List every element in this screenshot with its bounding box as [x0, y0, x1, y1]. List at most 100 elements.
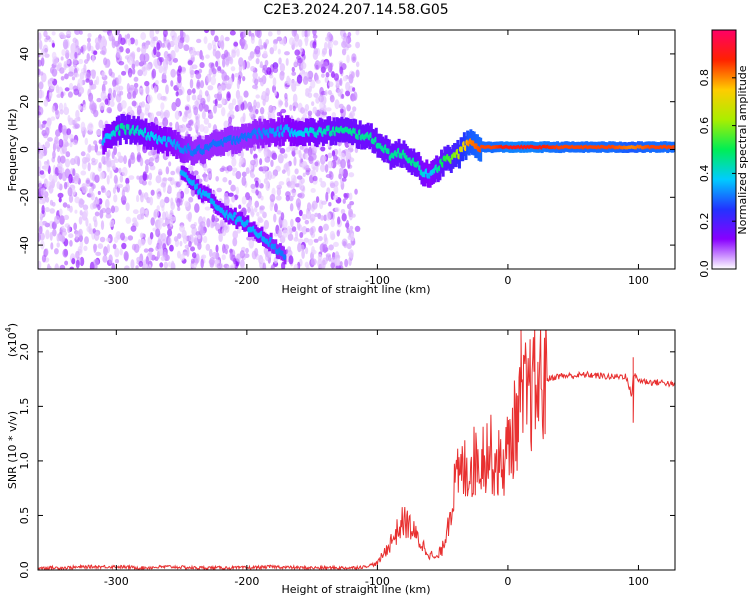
spectrogram-noise-cell	[254, 78, 259, 86]
spectrogram-noise-cell	[78, 58, 84, 65]
spectrogram-noise-cell	[216, 263, 223, 269]
spectrogram-noise-cell	[232, 171, 236, 177]
spectrogram-noise-cell	[199, 80, 205, 89]
spectrogram-noise-cell	[299, 145, 304, 150]
spectrogram-noise-cell	[38, 182, 43, 189]
spectrogram-noise-cell	[73, 88, 80, 96]
colorbar-tick-label: 0.6	[698, 117, 711, 135]
spectrogram-noise-cell	[57, 62, 62, 69]
spectrogram-noise-cell	[53, 139, 58, 150]
spectrogram-noise-cell	[113, 205, 119, 213]
spectrogram-noise-cell	[183, 44, 190, 52]
spectrogram-noise-cell	[129, 155, 136, 165]
spectrogram-noise-cell	[100, 185, 106, 191]
spectrogram-noise-cell	[51, 42, 55, 48]
spectrogram-noise-cell	[277, 48, 281, 55]
spectrogram-noise-cell	[117, 36, 121, 45]
spectrogram-noise-cell	[165, 166, 170, 175]
spectrogram-noise-cell	[221, 97, 225, 106]
spectrogram-noise-cell	[72, 139, 78, 146]
spectrogram-noise-cell	[125, 183, 130, 193]
spectrogram-noise-cell	[60, 56, 64, 61]
spectrogram-noise-cell	[301, 30, 305, 38]
spectrogram-noise-cell	[65, 52, 70, 59]
spectrogram-noise-cell	[307, 76, 313, 83]
y-tick-label: 0	[18, 146, 31, 153]
spectrogram-noise-cell	[328, 46, 332, 57]
spectrogram-noise-cell	[51, 201, 56, 207]
spectrogram-noise-cell	[267, 170, 273, 181]
spectrogram-noise-cell	[45, 196, 50, 203]
spectrogram-noise-cell	[135, 265, 139, 269]
spectrogram-noise-cell	[245, 167, 250, 174]
spectrogram-noise-cell	[103, 57, 108, 66]
spectrogram-noise-cell	[326, 212, 331, 221]
spectrogram-noise-cell	[286, 180, 292, 188]
spectrogram-noise-cell	[295, 198, 302, 208]
spectrogram-noise-cell	[242, 30, 247, 38]
spectrogram-noise-cell	[178, 43, 184, 49]
spectrogram-noise-cell	[111, 151, 115, 160]
spectrogram-noise-cell	[155, 228, 161, 238]
spectrogram-noise-cell	[269, 194, 276, 203]
spectrogram-noise-cell	[259, 106, 265, 115]
spectrogram-noise-cell	[190, 258, 195, 264]
spectrogram-noise-cell	[57, 155, 62, 164]
spectrogram-noise-cell	[174, 110, 180, 120]
spectrogram-noise-cell	[170, 216, 176, 222]
spectrogram-noise-cell	[248, 55, 253, 61]
spectrogram-noise-cell	[119, 37, 126, 45]
spectrogram-noise-cell	[340, 158, 346, 169]
spectrogram-noise-cell	[338, 173, 342, 180]
spectrogram-noise-cell	[61, 124, 67, 135]
spectrogram-noise-cell	[225, 58, 230, 66]
spectrogram-noise-cell	[41, 220, 48, 226]
spectrogram-noise-cell	[226, 265, 230, 269]
spectrogram-noise-cell	[132, 217, 137, 224]
spectrogram-noise-cell	[247, 201, 252, 206]
spectrogram-noise-cell	[189, 78, 194, 89]
spectrogram-noise-cell	[133, 82, 139, 89]
x-tick-label: 0	[504, 575, 511, 588]
spectrogram-noise-cell	[147, 264, 152, 269]
spectrogram-noise-cell	[312, 41, 317, 49]
spectrogram-noise-cell	[48, 174, 53, 182]
spectrogram-noise-cell	[322, 155, 327, 162]
spectrogram-noise-cell	[130, 225, 137, 232]
spectrogram-noise-cell	[113, 156, 117, 162]
spectrogram-noise-cell	[239, 259, 245, 269]
spectrogram-noise-cell	[40, 57, 45, 67]
spectrogram-noise-cell	[241, 176, 247, 187]
spectrogram-noise-cell	[73, 59, 78, 65]
spectrogram-noise-cell	[91, 157, 96, 163]
spectrogram-noise-cell	[112, 243, 117, 250]
spectrogram-noise-cell	[327, 152, 333, 159]
spectrogram-noise-cell	[88, 223, 92, 233]
colorbar-tick-label: 0.4	[698, 165, 711, 183]
spectrogram-noise-cell	[242, 60, 246, 71]
spectrogram-noise-cell	[350, 71, 355, 79]
spectrogram-noise-cell	[324, 77, 329, 84]
spectrogram-noise-cell	[217, 228, 222, 234]
spectrogram-noise-cell	[312, 175, 318, 182]
spectrogram-noise-cell	[45, 35, 51, 40]
spectrogram-noise-cell	[272, 169, 279, 177]
spectrogram-noise-cell	[242, 76, 246, 82]
spectrogram-noise-cell	[207, 173, 212, 178]
spectrogram-x-ticks: -300 -200 -100 0 100	[104, 30, 649, 287]
spectrogram-noise-cell	[72, 37, 78, 44]
spectrogram-noise-cell	[158, 168, 163, 176]
spectrogram-noise-cell	[59, 67, 65, 74]
spectrogram-noise-cell	[213, 93, 220, 99]
spectrogram-noise-cell	[104, 198, 110, 209]
spectrogram-noise-cell	[74, 123, 80, 129]
spectrogram-noise-cell	[341, 93, 345, 99]
spectrogram-noise-cell	[40, 187, 47, 197]
spectrogram-noise-cell	[354, 225, 361, 232]
spectrogram-noise-cell	[228, 192, 234, 197]
spectrogram-noise-cell	[128, 72, 132, 78]
spectrogram-noise-cell	[191, 94, 197, 101]
spectrogram-noise-cell	[108, 108, 112, 114]
spectrogram-noise-cell	[67, 91, 73, 98]
spectrogram-noise-cell	[288, 195, 294, 202]
